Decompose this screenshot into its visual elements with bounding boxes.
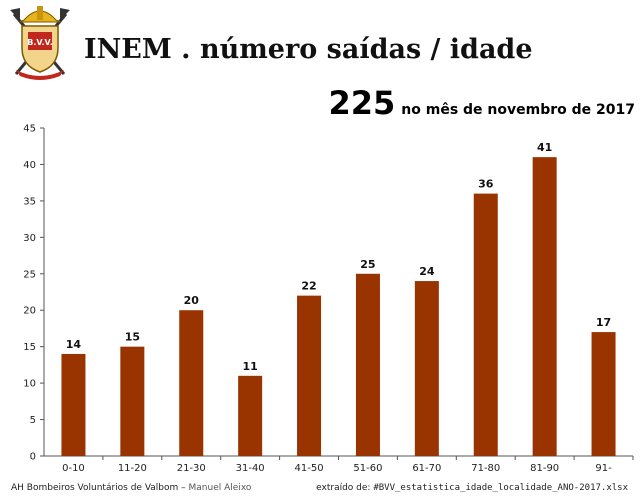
footer-source-file: #BVV_estatistica_idade_localidade_ANO-20… bbox=[373, 483, 628, 493]
footer-organization: AH Bombeiros Voluntários de Valbom bbox=[11, 483, 179, 493]
footer-separator: – bbox=[178, 483, 189, 493]
bar bbox=[297, 295, 322, 456]
x-tick-label: 21-30 bbox=[177, 463, 206, 474]
y-tick-label: 35 bbox=[23, 196, 36, 207]
bar bbox=[532, 157, 557, 456]
fire-brigade-logo: B.V.V. bbox=[10, 6, 70, 80]
total-label: no mês de novembro de 2017 bbox=[401, 102, 635, 118]
logo-text: B.V.V. bbox=[27, 38, 53, 47]
total-count: 225 bbox=[328, 84, 396, 122]
x-tick-label: 81-90 bbox=[530, 463, 559, 474]
bar bbox=[591, 332, 616, 456]
data-label: 25 bbox=[360, 258, 375, 271]
bar bbox=[179, 310, 204, 456]
page-title: INEM . número saídas / idade bbox=[84, 34, 533, 65]
bar bbox=[120, 346, 145, 456]
x-tick-label: 91- bbox=[595, 463, 612, 474]
data-label: 15 bbox=[125, 331, 140, 344]
x-tick-label: 31-40 bbox=[236, 463, 265, 474]
total-line: 225 no mês de novembro de 2017 bbox=[328, 84, 635, 122]
footer-author: Manuel Aleixo bbox=[188, 483, 252, 493]
y-tick-label: 0 bbox=[30, 452, 36, 463]
y-tick-label: 10 bbox=[23, 379, 36, 390]
bar bbox=[414, 281, 439, 456]
y-tick-label: 5 bbox=[30, 415, 36, 426]
y-tick-label: 25 bbox=[23, 269, 36, 280]
data-label: 22 bbox=[301, 280, 316, 293]
bar bbox=[355, 273, 380, 456]
x-tick-label: 61-70 bbox=[412, 463, 441, 474]
data-label: 17 bbox=[596, 316, 611, 329]
data-label: 11 bbox=[242, 360, 257, 373]
data-label: 20 bbox=[184, 294, 200, 307]
data-label: 24 bbox=[419, 265, 435, 278]
data-label: 36 bbox=[478, 178, 494, 191]
bar bbox=[473, 193, 498, 456]
footer-credit: AH Bombeiros Voluntários de Valbom – Man… bbox=[11, 483, 251, 493]
footer-source-prefix: extraído de: bbox=[316, 483, 374, 493]
bar bbox=[238, 375, 263, 456]
x-tick-label: 0-10 bbox=[62, 463, 85, 474]
x-tick-label: 11-20 bbox=[118, 463, 147, 474]
y-tick-label: 45 bbox=[23, 124, 36, 135]
data-label: 14 bbox=[66, 338, 82, 351]
y-tick-label: 30 bbox=[23, 233, 36, 244]
bar bbox=[61, 353, 86, 456]
data-label: 41 bbox=[537, 141, 552, 154]
y-tick-label: 15 bbox=[23, 342, 36, 353]
x-tick-label: 41-50 bbox=[295, 463, 324, 474]
footer-source: extraído de: #BVV_estatistica_idade_loca… bbox=[316, 483, 628, 493]
y-tick-label: 40 bbox=[23, 160, 36, 171]
x-tick-label: 71-80 bbox=[471, 463, 500, 474]
x-tick-label: 51-60 bbox=[353, 463, 382, 474]
y-tick-label: 20 bbox=[23, 306, 36, 317]
